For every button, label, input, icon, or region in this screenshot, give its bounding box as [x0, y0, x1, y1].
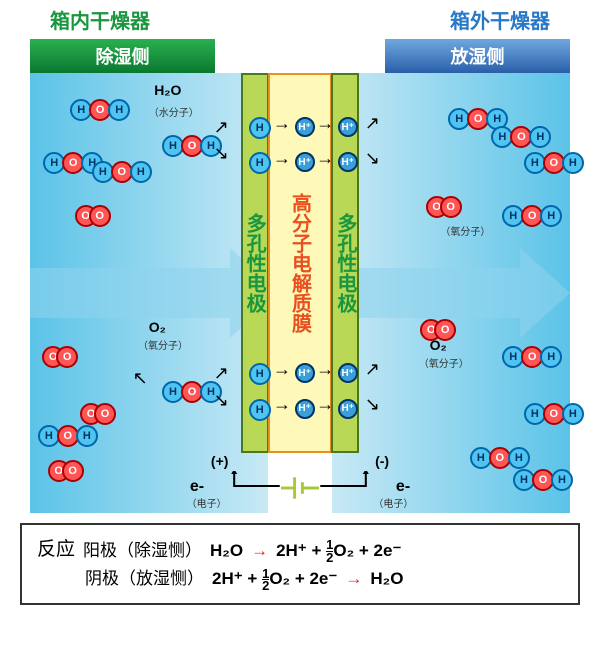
bg-o2: OO [84, 403, 112, 425]
e-right: e- [396, 478, 410, 496]
anode-label: 阳极（除湿恻） [83, 537, 202, 564]
bg-h2o: HOH [516, 469, 570, 491]
o2-sublabel-r2: （氧分子） [440, 223, 490, 238]
bg-h2o: HOH [505, 205, 559, 227]
electrode-right-label: 多孔性电极 [331, 213, 360, 313]
arrow-b3: → [273, 359, 291, 380]
bg-h2o: HOH [73, 99, 127, 121]
h2o-sublabel: （水分子） [149, 104, 199, 119]
h2o-reactant-bot: HOH [165, 381, 219, 403]
bg-h2o: HOH [95, 161, 149, 183]
bg-h2o: HOH [473, 447, 527, 469]
bg-h2o: HOH [527, 403, 581, 425]
arrow-b1: ↗ [214, 363, 229, 384]
bg-h2o: HOH [41, 425, 95, 447]
plus-terminal: (+) [211, 453, 229, 469]
bg-o2: OO [79, 205, 107, 227]
hp-bot2: H⁺ [295, 399, 315, 419]
bg-o2: OO [52, 460, 80, 482]
arrow-t6: → [316, 148, 334, 169]
top-left-title: 箱内干燥器 [50, 5, 150, 34]
bg-o2: OO [46, 346, 74, 368]
arrow-t8: ↘ [365, 148, 380, 169]
arrow-t5: → [316, 113, 334, 134]
h-bot1: H [249, 363, 271, 385]
bg-h2o: HOH [527, 152, 581, 174]
h-bot2: H [249, 399, 271, 421]
anode-lhs: H₂O [210, 537, 243, 564]
circuit-wires [219, 471, 381, 501]
cathode-label: 阴极（放湿恻） [85, 565, 204, 592]
arrow-t1: ↗ [214, 117, 229, 138]
battery-circuit: (+) (-) e- e- （电子） （电子） [219, 453, 381, 513]
bg-h2o: HOH [494, 126, 548, 148]
arrow-o2l: ↖ [133, 368, 148, 389]
o2-sublabel-l: （氧分子） [138, 337, 188, 352]
o2-label-l: O₂ [149, 319, 166, 335]
arrow-b5: → [316, 359, 334, 380]
hp-top4: H⁺ [338, 152, 358, 172]
hp-top3: H⁺ [338, 117, 358, 137]
minus-terminal: (-) [375, 453, 389, 469]
h2o-reactant-top: HOH [165, 135, 219, 157]
bg-o2: OO [424, 319, 452, 341]
top-right-title: 箱外干燥器 [450, 5, 550, 34]
arrow-t7: ↗ [365, 113, 380, 134]
e-left: e- [190, 478, 204, 496]
electrode-left-label: 多孔性电极 [240, 213, 269, 313]
arrow-t2: ↘ [214, 143, 229, 164]
arrow-t3: → [273, 113, 291, 134]
arrow-b7: ↗ [365, 359, 380, 380]
h-top1: H [249, 117, 271, 139]
membrane-label: 高分子电解质膜 [286, 193, 315, 333]
arrow-b2: ↘ [214, 390, 229, 411]
arrow-b4: → [273, 394, 291, 415]
h2o-label: H₂O [154, 82, 181, 98]
cathode-arrow: → [345, 565, 362, 592]
hp-top1: H⁺ [295, 117, 315, 137]
hp-bot4: H⁺ [338, 399, 358, 419]
cathode-rhs: H₂O [370, 565, 403, 592]
header-left: 除湿侧 [30, 39, 215, 73]
cathode-lhs-b: O₂ + 2e⁻ [269, 569, 337, 588]
o2-sublabel-r: （氧分子） [419, 355, 469, 370]
anode-arrow: → [251, 537, 268, 564]
reaction-box: 反应 阳极（除湿恻） H₂O → 2H⁺ + 12O₂ + 2e⁻ 阴极（放湿恻… [20, 523, 580, 605]
header-right: 放湿侧 [385, 39, 570, 73]
arrow-b8: ↘ [365, 394, 380, 415]
anode-rhs-a: 2H⁺ + [276, 541, 326, 560]
diagram-main: 多孔性电极 高分子电解质膜 多孔性电极 H₂O （水分子） HOH H H H⁺… [30, 73, 570, 513]
h-top2: H [249, 152, 271, 174]
hp-top2: H⁺ [295, 152, 315, 172]
arrow-t4: → [273, 148, 291, 169]
cathode-lhs-a: 2H⁺ + [212, 569, 262, 588]
bg-o2: OO [430, 196, 458, 218]
reaction-title: 反应 [37, 535, 75, 565]
anode-rhs-b: O₂ + 2e⁻ [333, 541, 401, 560]
hp-bot3: H⁺ [338, 363, 358, 383]
arrow-b6: → [316, 394, 334, 415]
hp-bot1: H⁺ [295, 363, 315, 383]
bg-h2o: HOH [505, 346, 559, 368]
